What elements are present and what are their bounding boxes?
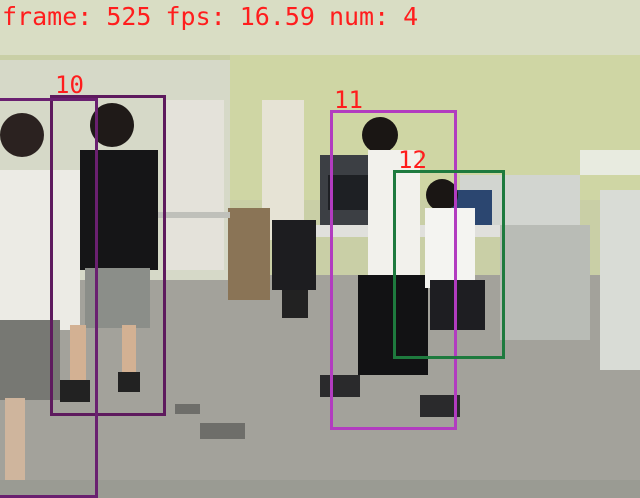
track-box-11 (330, 110, 457, 430)
num-value: 4 (403, 2, 419, 31)
num-label: num: (328, 2, 390, 31)
track-label-10: 10 (55, 71, 84, 99)
fps-label: fps: (165, 2, 226, 31)
track-label-11: 11 (334, 86, 363, 114)
track-box-10 (50, 95, 166, 416)
hud-overlay: frame: 525 fps: 16.59 num: 4 (2, 2, 432, 32)
frame-label: frame: (2, 2, 93, 31)
track-box-left (0, 98, 98, 498)
frame-value: 525 (106, 2, 152, 31)
camera-frame (0, 0, 640, 480)
track-label-12: 12 (398, 146, 427, 174)
fps-value: 16.59 (239, 2, 315, 31)
track-box-12 (393, 170, 505, 359)
